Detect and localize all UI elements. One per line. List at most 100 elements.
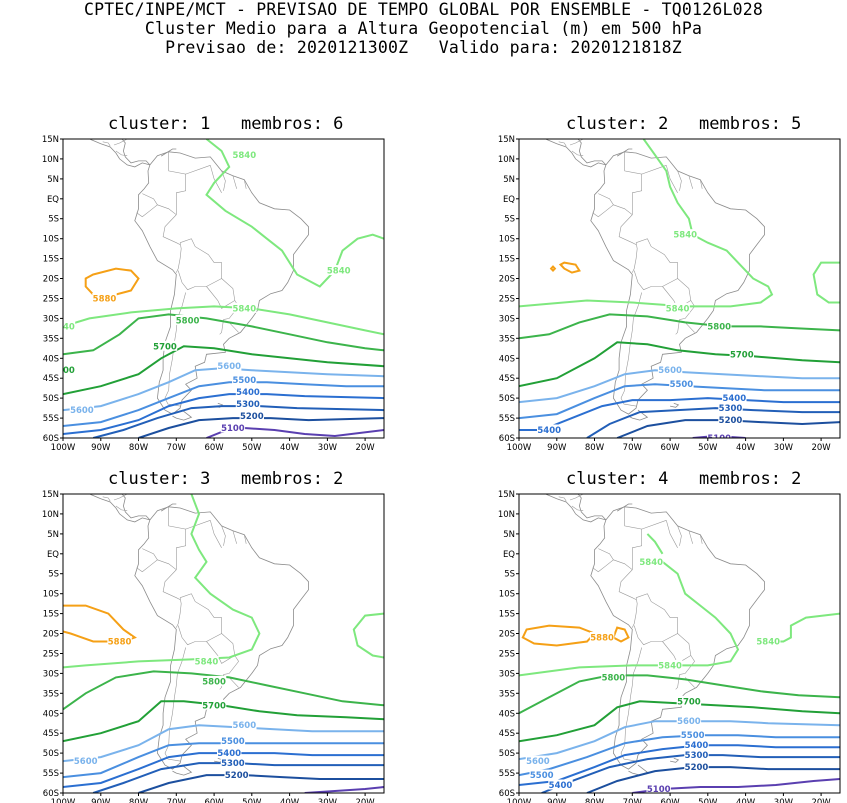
contour-label-bg bbox=[729, 348, 754, 359]
contour-label-bg bbox=[601, 671, 626, 682]
map-content: 5840584058005700560055005400530052005400… bbox=[519, 139, 840, 438]
contour-5600 bbox=[63, 724, 384, 763]
lat-label: 60S bbox=[499, 434, 515, 444]
lat-label: 60S bbox=[43, 434, 59, 444]
country-border bbox=[675, 674, 680, 690]
lat-label: 10N bbox=[42, 155, 59, 165]
contour-label: 5500 bbox=[681, 731, 705, 741]
contour-label: 5800 bbox=[707, 322, 731, 332]
coastline bbox=[160, 148, 177, 157]
country-border bbox=[641, 520, 667, 530]
lat-label: 40S bbox=[43, 354, 59, 364]
country-border bbox=[618, 506, 642, 600]
coastline bbox=[172, 764, 193, 776]
country-border bbox=[571, 150, 584, 156]
contour-label: 5840 bbox=[639, 558, 663, 568]
contour-label-bg bbox=[69, 404, 95, 415]
map-frame bbox=[518, 138, 841, 439]
country-border bbox=[210, 520, 222, 548]
contour-label-bg bbox=[217, 747, 242, 758]
lat-label: 30S bbox=[43, 669, 59, 679]
coastline bbox=[616, 148, 633, 157]
country-border bbox=[164, 647, 186, 762]
lon-label: 100W bbox=[51, 798, 76, 803]
header-line-3: Previsao de: 2020121300Z Valido para: 20… bbox=[165, 38, 682, 57]
lat-label: 15N bbox=[42, 135, 59, 145]
contour-label-bg bbox=[684, 749, 709, 760]
lon-label: 40W bbox=[280, 443, 300, 453]
lon-label: 30W bbox=[774, 798, 794, 803]
panel-4-title: cluster: 4 membros: 2 bbox=[566, 469, 802, 489]
contour-label-bg bbox=[707, 320, 732, 331]
lon-label: 50W bbox=[242, 443, 262, 453]
lon-label: 20W bbox=[355, 798, 375, 803]
lon-label: 30W bbox=[318, 443, 338, 453]
contour-label: 5700 bbox=[51, 366, 75, 376]
coastline bbox=[544, 494, 607, 523]
contour-label-bg bbox=[657, 659, 683, 670]
contour-label-bg bbox=[639, 556, 664, 567]
contour-label: 5100 bbox=[221, 424, 245, 434]
contour-label-bg bbox=[665, 302, 690, 313]
country-border bbox=[185, 520, 211, 530]
contour-label-bg bbox=[676, 715, 702, 726]
contour-label: 5880 bbox=[93, 295, 117, 305]
lat-label: 20S bbox=[43, 275, 59, 285]
lon-label: 20W bbox=[811, 798, 831, 803]
panel-1-title: cluster: 1 membros: 6 bbox=[108, 114, 344, 134]
contour-label: 5200 bbox=[240, 412, 264, 422]
contour-label: 5200 bbox=[685, 763, 709, 773]
country-border bbox=[157, 204, 177, 215]
contour-label-bg bbox=[235, 386, 261, 397]
lat-label: 45S bbox=[43, 374, 59, 384]
lat-label: 20S bbox=[43, 630, 59, 640]
contour-label-bg bbox=[707, 432, 732, 438]
contour-5800 bbox=[63, 313, 384, 356]
lat-label: 5N bbox=[47, 530, 59, 540]
contour-label-bg bbox=[63, 320, 76, 331]
country-border bbox=[632, 597, 638, 628]
contour-label: 5600 bbox=[677, 717, 701, 727]
contour-label: 5840 bbox=[195, 657, 219, 667]
country-border bbox=[688, 530, 693, 544]
contour-5100 bbox=[304, 786, 384, 793]
lat-label: 50S bbox=[43, 749, 59, 759]
lon-label: 50W bbox=[698, 798, 718, 803]
country-border bbox=[219, 319, 224, 335]
contour-5200 bbox=[138, 417, 384, 438]
contour-label-bg bbox=[673, 229, 698, 240]
lon-label: 50W bbox=[242, 798, 262, 803]
lat-label: EQ bbox=[47, 195, 59, 205]
lat-label: 40S bbox=[499, 709, 515, 719]
lon-label: 70W bbox=[167, 798, 187, 803]
contour-5300 bbox=[541, 754, 840, 793]
lon-label: 70W bbox=[167, 443, 187, 453]
lon-label: 30W bbox=[774, 443, 794, 453]
lat-label: 25S bbox=[499, 650, 515, 660]
country-border bbox=[558, 496, 567, 502]
lon-label: 40W bbox=[280, 798, 300, 803]
lat-label: 25S bbox=[43, 650, 59, 660]
country-border bbox=[677, 525, 682, 546]
contour-5200 bbox=[586, 766, 840, 793]
contour-label: 5500 bbox=[221, 737, 245, 747]
contour-5400 bbox=[63, 393, 384, 435]
country-border bbox=[700, 534, 703, 544]
contour-label-bg bbox=[239, 410, 264, 421]
contour-label: 5600 bbox=[658, 366, 682, 376]
country-border bbox=[558, 141, 567, 147]
lat-label: 45S bbox=[499, 374, 515, 384]
lat-label: 60S bbox=[499, 789, 515, 799]
country-border bbox=[635, 593, 678, 634]
country-border bbox=[136, 193, 158, 218]
lat-label: 20S bbox=[499, 630, 515, 640]
contour-5700 bbox=[519, 700, 840, 743]
lat-label: 30S bbox=[43, 314, 59, 324]
lon-label: 100W bbox=[51, 443, 76, 453]
contour-5840 bbox=[519, 139, 774, 308]
coastline bbox=[670, 402, 680, 408]
country-border bbox=[613, 559, 633, 570]
country-border bbox=[102, 141, 111, 147]
contour-label-bg bbox=[669, 378, 694, 389]
lat-label: 55S bbox=[43, 769, 59, 779]
